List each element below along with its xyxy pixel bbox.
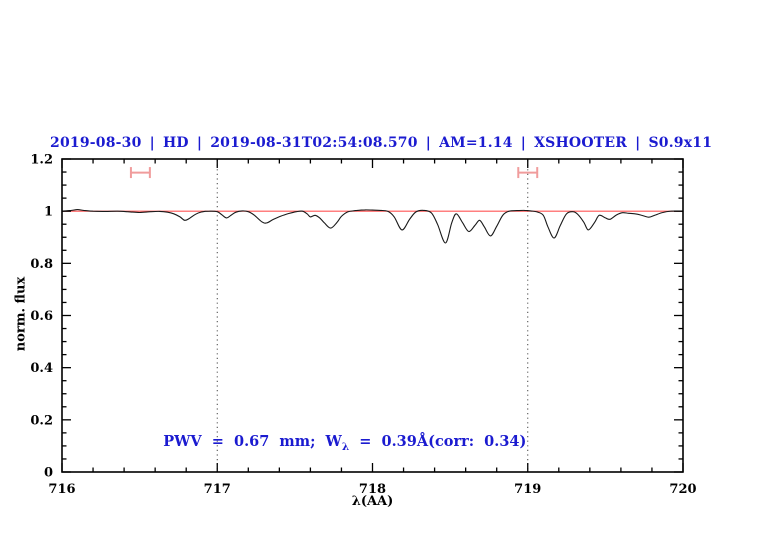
- y-tick-label: 0.4: [30, 361, 53, 376]
- y-tick-label: 0.2: [30, 413, 53, 428]
- pwv-annotation: PWV = 0.67 mm; Wλ = 0.39Å(corr: 0.34): [143, 416, 526, 470]
- x-tick-label: 718: [359, 482, 386, 497]
- y-tick-label: 0.6: [30, 309, 53, 324]
- y-tick-label: 1: [44, 205, 53, 220]
- pwv-annotation-prefix: PWV = 0.67 mm; W: [163, 433, 342, 450]
- x-axis-label: λ(AA): [351, 494, 394, 509]
- spectrum-line: [61, 209, 684, 244]
- pwv-annotation-suffix: = 0.39Å(corr: 0.34): [349, 433, 527, 450]
- y-tick-label: 0: [44, 466, 53, 481]
- x-tick-label: 716: [48, 482, 75, 497]
- lambda-subscript: λ: [341, 440, 350, 453]
- x-tick-label: 720: [669, 482, 696, 497]
- y-tick-label: 1.2: [30, 153, 53, 168]
- y-tick-label: 0.8: [30, 257, 53, 272]
- x-tick-label: 719: [514, 482, 541, 497]
- x-tick-label: 717: [204, 482, 231, 497]
